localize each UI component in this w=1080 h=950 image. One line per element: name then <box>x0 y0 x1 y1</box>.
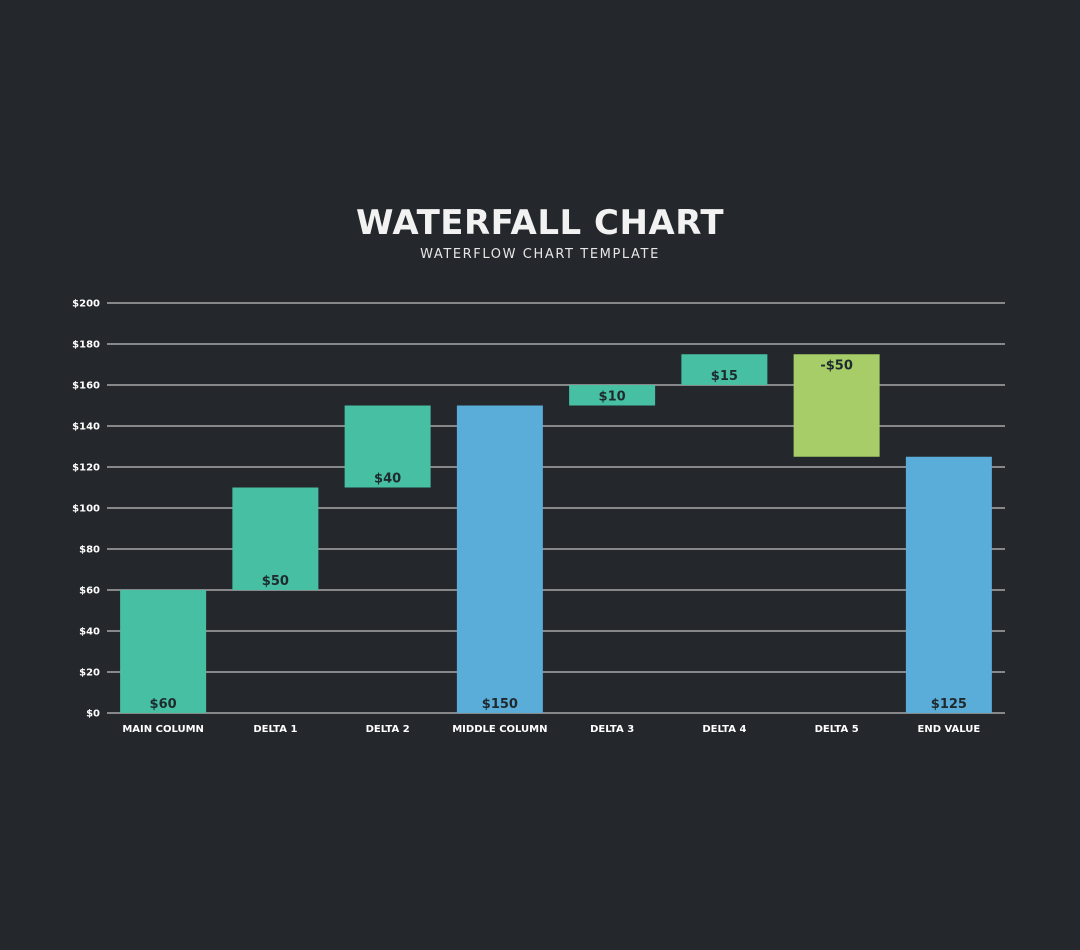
y-tick-label: $80 <box>79 545 100 556</box>
data-label: $125 <box>931 697 967 712</box>
data-label: $50 <box>262 574 289 589</box>
x-axis: MAIN COLUMN DELTA 1 DELTA 2 MIDDLE COLUMN DE… <box>122 724 980 735</box>
bar <box>344 405 431 488</box>
x-tick-label: MAIN COLUMN <box>122 724 204 735</box>
y-tick-label: $60 <box>79 586 100 597</box>
y-tick-label: $100 <box>72 504 100 515</box>
gridlines <box>107 302 1005 714</box>
data-label: $150 <box>482 697 518 712</box>
x-tick-label: MIDDLE COLUMN <box>452 724 547 735</box>
data-label: $15 <box>711 369 738 384</box>
bar <box>456 405 543 713</box>
chart-subtitle: WATERFLOW CHART TEMPLATE <box>420 247 660 262</box>
x-tick-label: DELTA 2 <box>366 724 410 735</box>
y-tick-label: $0 <box>86 709 100 720</box>
data-label: $40 <box>374 472 401 487</box>
bar <box>793 354 880 457</box>
x-tick-label: DELTA 5 <box>815 724 859 735</box>
y-tick-label: $120 <box>72 463 100 474</box>
data-label: -$50 <box>820 358 853 373</box>
x-tick-label: DELTA 1 <box>253 724 297 735</box>
x-tick-label: DELTA 4 <box>702 724 746 735</box>
data-label: $60 <box>150 697 177 712</box>
y-tick-label: $160 <box>72 381 100 392</box>
y-tick-label: $20 <box>79 668 100 679</box>
y-tick-label: $40 <box>79 627 100 638</box>
bar <box>232 487 319 590</box>
x-tick-label: DELTA 3 <box>590 724 634 735</box>
bar <box>905 456 992 713</box>
bar <box>681 354 768 385</box>
y-tick-label: $140 <box>72 422 100 433</box>
data-labels: $60 $50 $40 $150 $10 $15 -$50 $125 <box>150 358 967 712</box>
chart-title: WATERFALL CHART <box>356 203 724 243</box>
y-tick-label: $200 <box>72 299 100 310</box>
bars <box>120 354 992 713</box>
y-axis: $0 $20 $40 $60 $80 $100 $120 $140 $160 $180 $200 <box>72 299 100 720</box>
y-tick-label: $180 <box>72 340 100 351</box>
x-tick-label: END VALUE <box>918 724 981 735</box>
bar <box>120 590 207 713</box>
data-label: $10 <box>599 390 626 405</box>
bar <box>569 385 656 406</box>
